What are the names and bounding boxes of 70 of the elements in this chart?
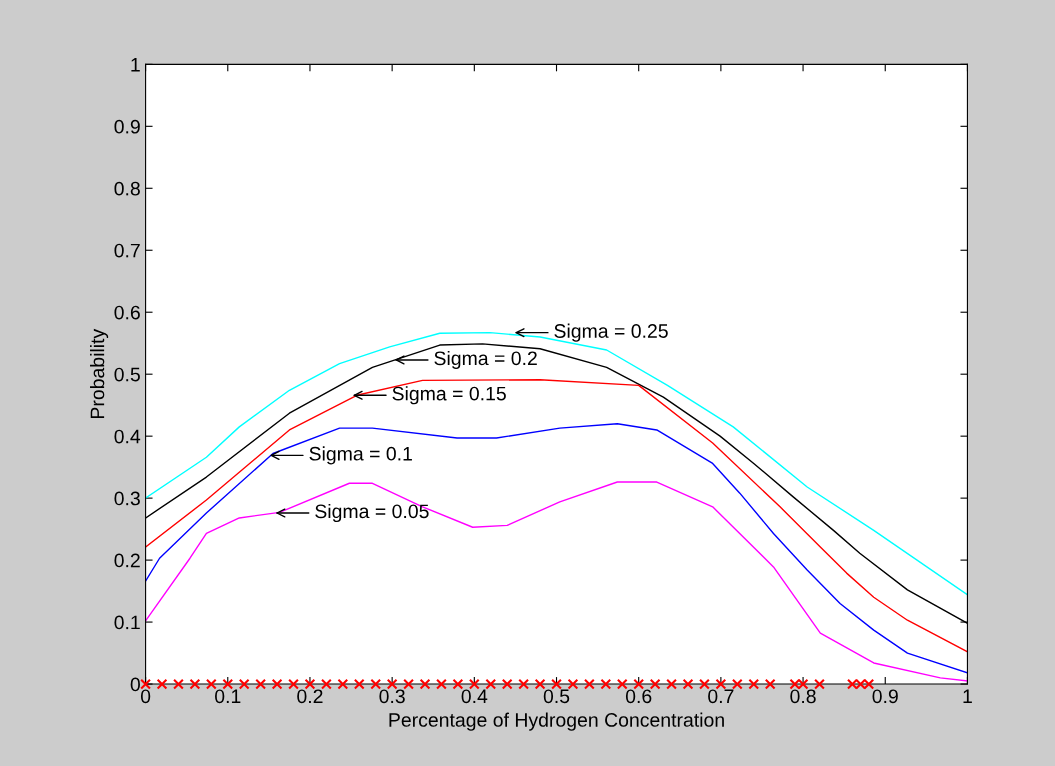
point	[320, 678, 332, 690]
x-tick-label: 0.4	[461, 689, 488, 704]
y-tick-label: 0.3	[114, 491, 140, 506]
x-tick-label: 0.1	[215, 689, 241, 704]
point	[255, 678, 267, 690]
point	[666, 678, 677, 690]
line-series	[145, 379, 968, 653]
point	[288, 678, 299, 690]
x-tick-label: 0.5	[543, 689, 570, 704]
annotation: Sigma = 0.2	[434, 350, 537, 369]
y-tick-label: 0.1	[114, 615, 140, 630]
x-tick-label: 0.9	[872, 689, 898, 704]
annotation: Sigma = 0.15	[392, 386, 506, 405]
y-tick-label: 0.8	[114, 181, 140, 196]
point	[731, 678, 743, 690]
point	[156, 678, 168, 690]
point	[238, 678, 250, 690]
point	[337, 678, 349, 690]
point	[633, 678, 645, 690]
y-tick-label: 1	[131, 58, 140, 72]
point	[271, 678, 283, 690]
x-tick-label: 0.7	[708, 689, 734, 704]
x-axis-title: Percentage of Hydrogen Concentration	[389, 712, 724, 731]
point	[567, 678, 579, 690]
point	[534, 678, 546, 690]
point	[616, 678, 628, 690]
y-tick-label: 0.2	[114, 553, 140, 568]
y-tick-label: 0.7	[114, 243, 140, 258]
x-tick-label: 0.6	[625, 689, 652, 704]
y-axis-title: Probability	[90, 328, 109, 418]
point	[715, 678, 727, 690]
point	[386, 678, 398, 690]
annotation: Sigma = 0.1	[309, 446, 412, 465]
point	[189, 678, 201, 690]
point	[501, 678, 513, 690]
y-tick-label: 0.5	[114, 367, 140, 382]
x-tick-label: 0.3	[379, 689, 405, 704]
point	[468, 678, 480, 690]
point	[814, 678, 825, 690]
point	[485, 678, 497, 690]
point	[583, 678, 595, 690]
point	[222, 678, 234, 690]
point	[419, 678, 431, 690]
point	[699, 678, 710, 690]
line-series	[145, 423, 968, 674]
point	[353, 678, 365, 690]
y-tick-label: 0	[130, 677, 140, 692]
y-tick-label: 0.4	[114, 429, 141, 444]
point	[452, 678, 464, 690]
annotation: Sigma = 0.25	[554, 323, 668, 342]
point	[173, 678, 184, 690]
point	[304, 678, 316, 690]
point	[205, 678, 217, 690]
point	[370, 678, 382, 690]
y-tick-label: 0.6	[114, 305, 140, 320]
annotation: Sigma = 0.05	[315, 503, 429, 523]
point	[682, 678, 694, 690]
point	[764, 678, 776, 690]
point	[518, 678, 530, 690]
x-tick-label: 0.8	[790, 689, 816, 704]
point	[748, 678, 760, 690]
point	[600, 678, 612, 690]
point	[551, 678, 562, 690]
y-tick-label: 0.9	[114, 119, 140, 134]
point	[436, 678, 447, 690]
point	[649, 678, 661, 690]
x-tick-label: 0.2	[297, 689, 323, 704]
x-tick-label: 1	[963, 689, 972, 703]
x-tick-label: 0	[140, 689, 151, 704]
point	[403, 678, 415, 690]
